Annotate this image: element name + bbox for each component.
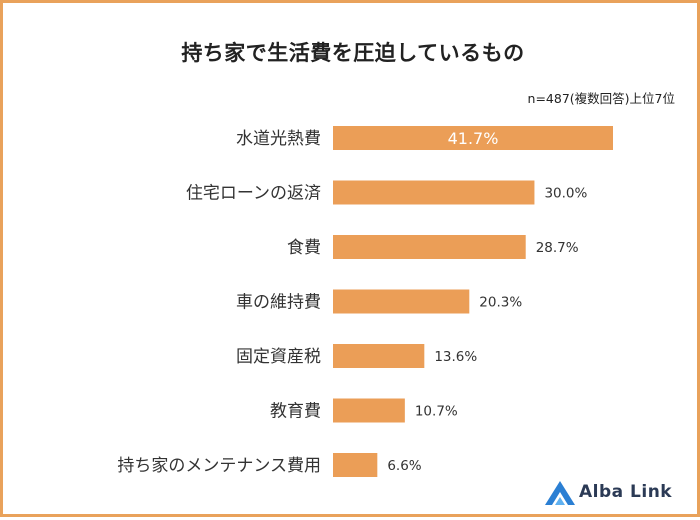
bar (333, 180, 535, 205)
category-label: 住宅ローンの返済 (186, 184, 321, 204)
bar-chart: 水道光熱費 41.7% 住宅ローンの返済 30.0% 食費 28.7% 車の維持費 20.3%… (117, 126, 613, 477)
category-label: 固定資産税 (236, 347, 321, 367)
bar (333, 289, 470, 314)
category-label: 教育費 (270, 402, 321, 422)
bar (333, 126, 613, 150)
bar (333, 453, 378, 477)
brand-logo: Alba Link (543, 477, 693, 509)
value-label: 30.0% (544, 186, 587, 202)
value-label: 20.3% (479, 295, 522, 311)
value-label: 41.7% (448, 129, 499, 148)
brand-name: Alba Link (579, 482, 673, 502)
chart-title: 持ち家で生活費を圧迫しているもの (181, 41, 525, 65)
value-label: 13.6% (434, 349, 477, 365)
sample-note: n=487(複数回答)上位7位 (527, 91, 675, 106)
category-label: 食費 (287, 238, 321, 258)
value-label: 28.7% (536, 240, 579, 256)
category-label: 水道光熱費 (236, 129, 321, 149)
bar (333, 398, 405, 423)
value-label: 10.7% (415, 404, 458, 420)
category-label: 車の維持費 (236, 293, 321, 313)
value-label: 6.6% (387, 458, 421, 474)
category-label: 持ち家のメンテナンス費用 (117, 456, 321, 476)
bar (333, 235, 526, 259)
alba-link-logo-icon (545, 481, 575, 505)
bar (333, 344, 425, 368)
